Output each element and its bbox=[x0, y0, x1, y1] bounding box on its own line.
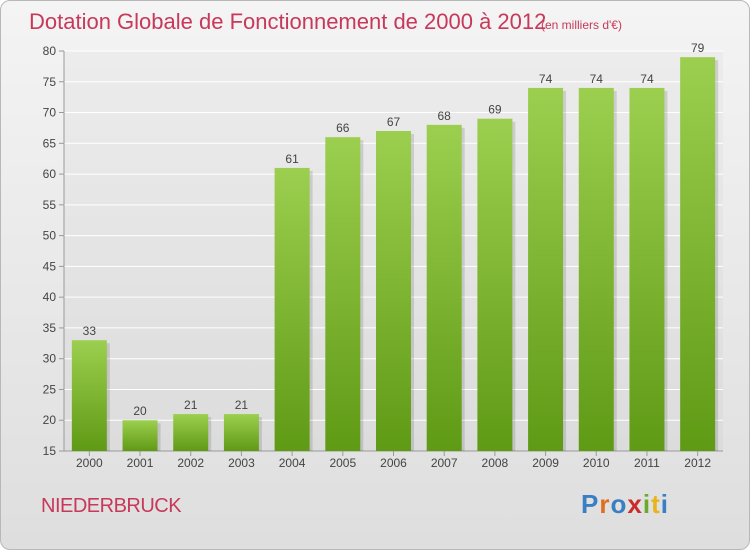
data-label: 68 bbox=[438, 109, 452, 123]
data-label: 74 bbox=[590, 72, 604, 86]
logo-letter: r bbox=[599, 489, 611, 519]
x-tick-label: 2008 bbox=[482, 456, 509, 470]
bar-2006 bbox=[376, 131, 411, 451]
bar-2012 bbox=[680, 57, 716, 452]
x-tick-label: 2000 bbox=[76, 456, 103, 470]
commune-name: NIEDERBRUCK bbox=[41, 495, 182, 517]
y-tick-label: 45 bbox=[43, 259, 57, 273]
y-tick-label: 50 bbox=[43, 229, 57, 243]
y-tick-label: 80 bbox=[43, 44, 57, 58]
chart-subtitle: (en milliers d'€) bbox=[541, 18, 622, 32]
bar-2008 bbox=[477, 118, 513, 451]
logo-letter: o bbox=[610, 489, 628, 519]
bar-2001 bbox=[122, 420, 158, 451]
y-tick-label: 60 bbox=[43, 167, 57, 181]
data-label: 21 bbox=[235, 398, 249, 412]
data-label: 33 bbox=[83, 324, 97, 338]
y-tick-label: 55 bbox=[43, 198, 57, 212]
data-label: 69 bbox=[488, 103, 502, 117]
x-tick-label: 2005 bbox=[329, 456, 356, 470]
logo-letter: t bbox=[651, 489, 661, 519]
x-tick-label: 2002 bbox=[177, 456, 204, 470]
data-label: 66 bbox=[336, 121, 350, 135]
bar-2007 bbox=[426, 124, 462, 451]
logo-letter: x bbox=[627, 489, 643, 519]
data-label: 79 bbox=[691, 41, 705, 55]
x-tick-label: 2009 bbox=[532, 456, 559, 470]
bar-2011 bbox=[629, 87, 665, 451]
bar-2000 bbox=[71, 340, 107, 451]
x-tick-label: 2001 bbox=[127, 456, 154, 470]
logo-letter: P bbox=[581, 489, 600, 519]
y-tick-label: 40 bbox=[43, 290, 57, 304]
y-tick-label: 65 bbox=[43, 136, 57, 150]
data-label: 21 bbox=[184, 398, 198, 412]
bar-2005 bbox=[325, 137, 361, 451]
x-tick-label: 2007 bbox=[431, 456, 458, 470]
chart-title: Dotation Globale de Fonctionnement de 20… bbox=[29, 9, 547, 34]
y-tick-label: 25 bbox=[43, 382, 57, 396]
data-label: 20 bbox=[133, 404, 147, 418]
x-tick-label: 2004 bbox=[279, 456, 306, 470]
y-tick-label: 70 bbox=[43, 106, 57, 120]
bar-2002 bbox=[173, 414, 209, 451]
bar-2003 bbox=[223, 414, 259, 451]
data-label: 74 bbox=[539, 72, 553, 86]
y-tick-label: 15 bbox=[43, 444, 57, 458]
data-label: 74 bbox=[640, 72, 654, 86]
y-tick-label: 30 bbox=[43, 352, 57, 366]
bar-2009 bbox=[528, 87, 564, 451]
x-tick-label: 2006 bbox=[380, 456, 407, 470]
logo-letter: i bbox=[660, 489, 669, 519]
logo-letter: i bbox=[642, 489, 652, 519]
y-tick-label: 75 bbox=[43, 75, 57, 89]
x-tick-label: 2011 bbox=[634, 456, 660, 470]
x-tick-label: 2010 bbox=[583, 456, 610, 470]
proxiti-logo: Proxiti bbox=[581, 489, 669, 520]
y-tick-label: 20 bbox=[43, 413, 57, 427]
x-tick-label: 2012 bbox=[684, 456, 711, 470]
y-tick-label: 35 bbox=[43, 321, 57, 335]
data-label: 61 bbox=[285, 152, 299, 166]
bar-2010 bbox=[578, 87, 614, 451]
x-tick-label: 2003 bbox=[228, 456, 255, 470]
data-label: 67 bbox=[387, 115, 401, 129]
bar-2004 bbox=[274, 167, 310, 451]
